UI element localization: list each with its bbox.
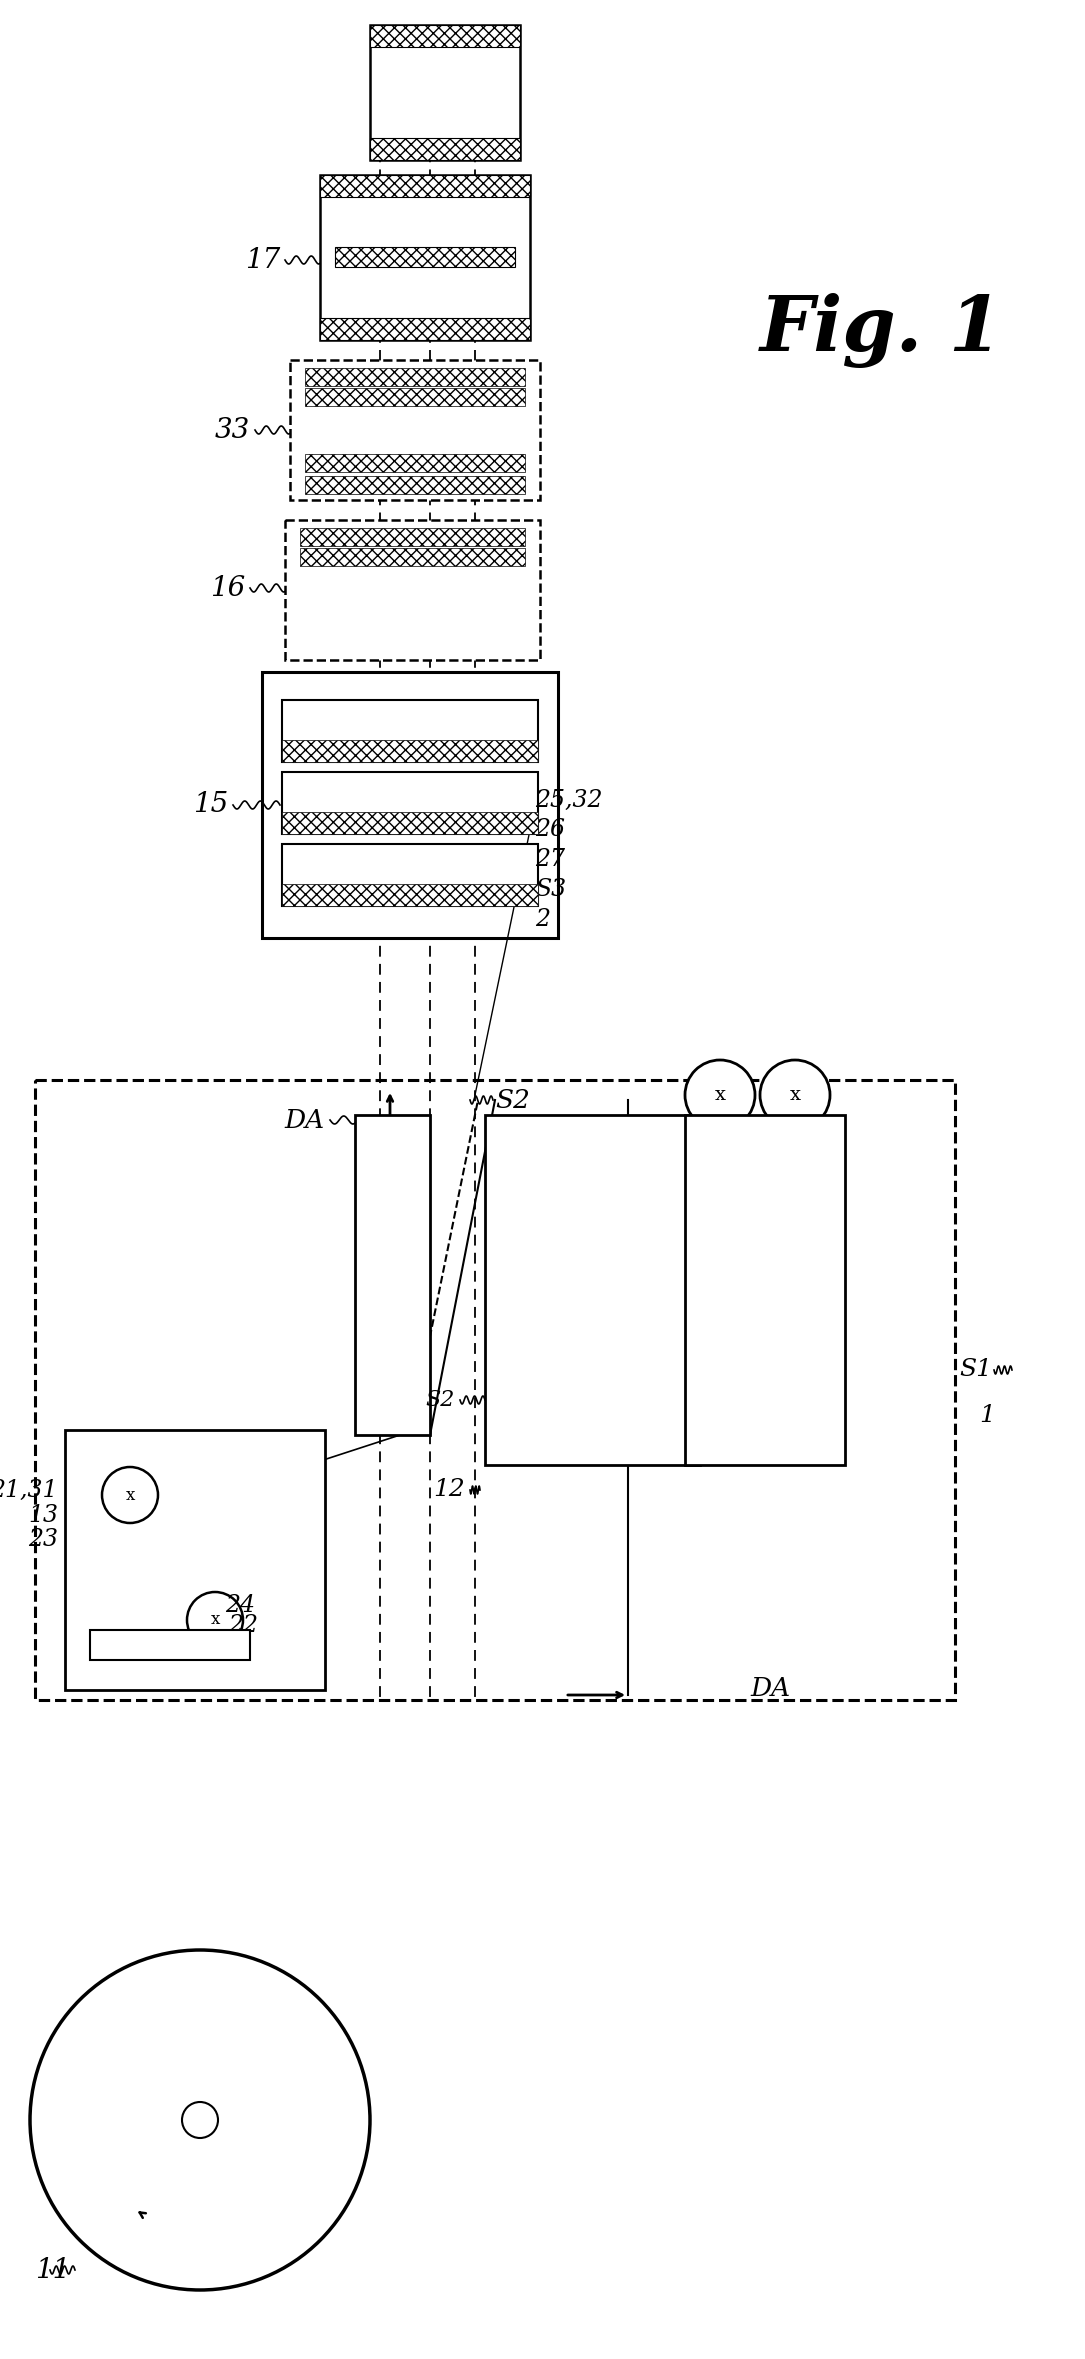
Bar bbox=[370, 26, 520, 47]
Text: 23: 23 bbox=[28, 1529, 58, 1552]
Bar bbox=[320, 175, 529, 340]
Text: S2: S2 bbox=[289, 1437, 318, 1458]
Bar bbox=[282, 701, 538, 762]
Bar bbox=[299, 547, 525, 566]
Bar bbox=[282, 811, 538, 835]
Text: DA: DA bbox=[750, 1675, 790, 1701]
Text: S2: S2 bbox=[495, 1087, 529, 1113]
Text: 24: 24 bbox=[225, 1592, 255, 1616]
Bar bbox=[285, 519, 540, 661]
Text: 15: 15 bbox=[193, 793, 228, 819]
Bar bbox=[305, 477, 525, 493]
Bar bbox=[485, 1116, 700, 1465]
Text: S1: S1 bbox=[959, 1359, 992, 1382]
Bar bbox=[282, 771, 538, 835]
Text: 26: 26 bbox=[535, 819, 565, 842]
Bar bbox=[305, 453, 525, 472]
Text: 12: 12 bbox=[433, 1479, 465, 1500]
Text: 33: 33 bbox=[215, 418, 250, 443]
Circle shape bbox=[685, 1059, 755, 1130]
Bar bbox=[320, 318, 529, 340]
Text: 22: 22 bbox=[228, 1614, 258, 1637]
Bar bbox=[355, 1116, 430, 1434]
Text: x: x bbox=[125, 1486, 135, 1503]
Text: 21,31: 21,31 bbox=[0, 1479, 58, 1500]
Text: 25,32: 25,32 bbox=[535, 788, 602, 811]
Bar bbox=[335, 248, 515, 267]
Bar bbox=[305, 387, 525, 406]
Text: 1: 1 bbox=[979, 1404, 995, 1427]
Circle shape bbox=[102, 1467, 158, 1524]
Bar bbox=[65, 1430, 326, 1689]
Bar bbox=[261, 672, 558, 939]
Bar bbox=[282, 845, 538, 906]
Bar bbox=[370, 26, 520, 160]
Text: Fig. 1: Fig. 1 bbox=[760, 293, 1003, 368]
Text: 13: 13 bbox=[28, 1503, 58, 1526]
Circle shape bbox=[30, 1951, 370, 2291]
Text: x: x bbox=[790, 1085, 801, 1104]
Circle shape bbox=[760, 1059, 830, 1130]
Text: 16: 16 bbox=[209, 576, 245, 602]
Text: x: x bbox=[715, 1085, 726, 1104]
Text: 27: 27 bbox=[535, 849, 565, 870]
Circle shape bbox=[182, 2102, 218, 2137]
Bar bbox=[35, 1080, 955, 1701]
Text: 17: 17 bbox=[245, 245, 280, 274]
Bar bbox=[305, 368, 525, 387]
Text: 11: 11 bbox=[35, 2258, 71, 2284]
Text: 2: 2 bbox=[535, 908, 550, 932]
Bar bbox=[282, 885, 538, 906]
Bar bbox=[320, 175, 529, 198]
Text: x: x bbox=[210, 1611, 219, 1628]
Bar bbox=[685, 1116, 845, 1465]
Text: 14: 14 bbox=[286, 1451, 318, 1474]
Text: S2: S2 bbox=[425, 1389, 455, 1411]
Bar bbox=[299, 528, 525, 545]
Bar bbox=[282, 741, 538, 762]
Bar bbox=[90, 1630, 250, 1661]
Bar bbox=[370, 137, 520, 160]
Text: DA: DA bbox=[285, 1106, 326, 1132]
Text: S3: S3 bbox=[535, 878, 566, 901]
Circle shape bbox=[187, 1592, 243, 1649]
Bar bbox=[290, 361, 540, 500]
